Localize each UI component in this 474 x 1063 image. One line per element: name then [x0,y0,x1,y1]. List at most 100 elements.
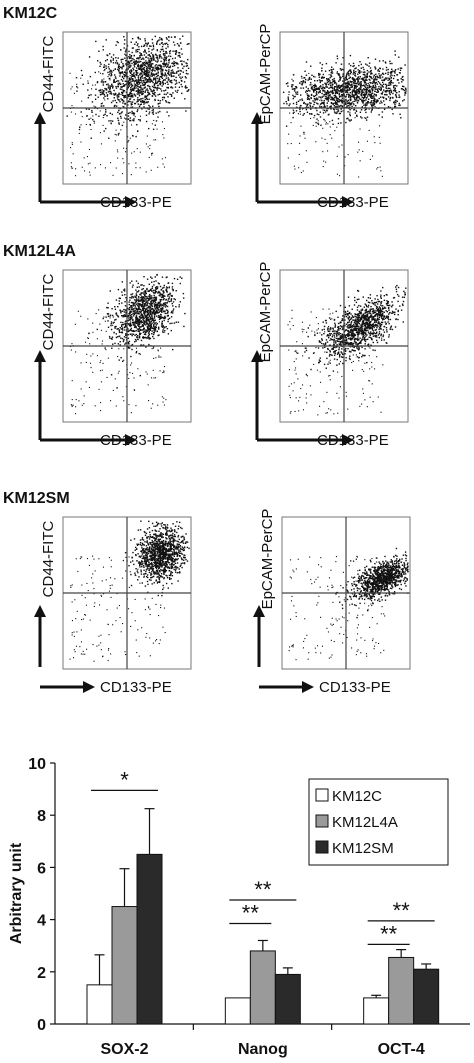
scatter-point [332,327,334,329]
scatter-point [133,88,135,90]
scatter-point [371,77,373,80]
scatter-point [179,56,181,58]
scatter-point [360,98,362,100]
scatter-point [165,63,167,65]
scatter-point [138,321,141,323]
scatter-point [309,84,311,86]
scatter-point [128,329,131,332]
scatter-point [134,307,136,309]
scatter-point [167,96,169,98]
scatter-point [163,331,165,334]
scatter-point [103,105,105,107]
scatter-point [369,89,371,91]
scatter-point [176,71,178,73]
scatter-point [134,299,136,301]
scatter-point [120,331,122,333]
scatter-point [71,405,73,407]
scatter-point [163,61,165,63]
scatter-point [134,310,137,312]
scatter-point [120,115,122,118]
scatter-point [373,301,376,304]
scatter-point [299,142,301,144]
scatter-point [388,87,390,89]
scatter-point [359,341,362,343]
scatter-point [349,109,351,111]
scatter-point [158,57,161,59]
scatter-point [306,93,308,95]
scatter-point [328,355,331,357]
scatter-point [127,86,129,89]
scatter-point [163,54,165,56]
scatter-point [143,336,145,338]
scatter-point [139,115,141,117]
scatter-point [157,308,159,310]
scatter-point [127,85,129,87]
scatter-point [160,314,162,316]
scatter-point [142,337,144,339]
scatter-point [135,70,137,73]
scatter-point [101,369,103,371]
scatter-point [389,87,391,90]
scatter-point [149,66,151,68]
scatter-point [335,82,337,84]
scatter-point [137,88,140,91]
scatter-point [145,110,148,112]
scatter-point [172,75,174,77]
scatter-point [353,81,355,84]
scatter-point [156,67,158,70]
scatter-point [158,55,161,58]
scatter-point [160,298,163,301]
scatter-point [120,86,123,88]
scatter-point [321,99,323,102]
scatter-point [388,92,391,94]
scatter-point [294,168,296,170]
scatter-point [71,142,73,144]
scatter-point [143,291,145,293]
scatter-point [115,44,117,46]
scatter-point [387,106,390,108]
scatter-point [148,92,150,94]
scatter-point [132,372,134,374]
scatter-point [394,50,396,52]
scatter-point [368,85,370,87]
scatter-point [105,109,107,111]
scatter-point [108,63,110,65]
scatter-point [358,339,360,341]
scatter-point [145,74,148,76]
scatter-point [349,102,352,105]
scatter-point [356,338,359,340]
scatter-point [310,88,313,90]
scatter-point [304,103,307,105]
scatter-point [113,81,115,83]
scatter-point [118,65,120,67]
scatter-point [143,101,146,103]
scatter-point [151,154,153,156]
scatter-point [322,347,324,349]
scatter-point [133,324,135,326]
scatter-point [131,348,133,351]
scatter-point [129,120,131,122]
scatter-point [351,102,353,104]
scatter-point [149,148,151,150]
scatter-point [325,123,327,125]
scatter-point [157,58,159,60]
scatter-point [366,88,369,91]
scatter-point [87,89,89,91]
scatter-point [390,81,393,84]
scatter-point [327,328,329,330]
scatter-point [170,73,172,76]
scatter-point [337,106,339,108]
scatter-point [125,114,127,116]
scatter-point [139,52,141,54]
scatter-point [164,330,166,332]
scatter-point [157,334,159,337]
scatter-point [370,305,372,308]
scatter-point [157,112,159,114]
scatter-point [359,128,361,130]
scatter-point [104,68,106,71]
scatter-point [130,314,133,316]
scatter-point [321,63,324,66]
scatter-point [183,297,185,299]
scatter-point [320,80,322,82]
scatter-point [133,114,135,116]
